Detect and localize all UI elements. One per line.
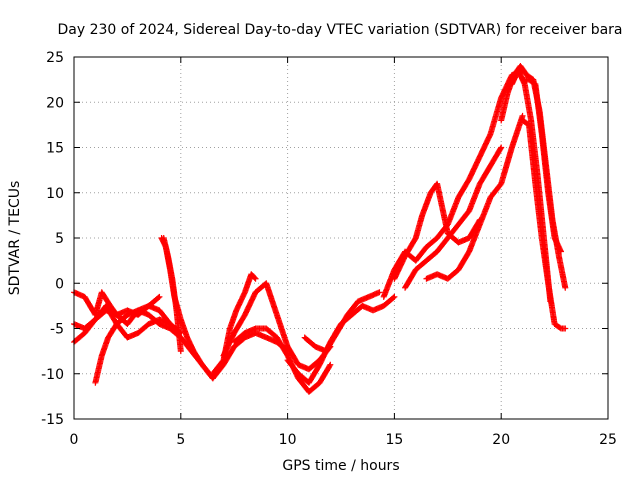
- x-tick-label: 20: [492, 432, 510, 448]
- data-point: [391, 293, 398, 300]
- data-point: [562, 284, 569, 291]
- y-tick-label: 25: [46, 50, 64, 66]
- data-point: [562, 325, 569, 332]
- data-layer: [71, 63, 569, 395]
- data-series-track-7: [209, 271, 259, 377]
- data-series-track-9: [220, 280, 334, 373]
- data-point: [166, 319, 173, 326]
- data-series-track-10: [284, 293, 398, 386]
- x-axis-label: GPS time / hours: [282, 458, 399, 474]
- data-point: [558, 248, 565, 255]
- data-point: [252, 275, 259, 282]
- data-point: [497, 145, 504, 152]
- data-series-track-6: [160, 235, 184, 355]
- x-tick-label: 10: [279, 432, 297, 448]
- x-tick-label: 5: [176, 432, 185, 448]
- data-series-track-1: [71, 307, 216, 382]
- x-tick-label: 0: [70, 432, 79, 448]
- data-point: [498, 144, 505, 151]
- data-series-track-11: [301, 289, 383, 355]
- data-point: [177, 348, 184, 355]
- data-series-track-15: [423, 112, 526, 282]
- data-series-track-13: [391, 180, 483, 282]
- x-tick-label: 25: [599, 432, 617, 448]
- data-point: [376, 289, 383, 296]
- y-tick-label: 20: [46, 95, 64, 111]
- data-point: [251, 274, 258, 281]
- data-point: [326, 362, 333, 369]
- y-tick-label: 15: [46, 141, 64, 157]
- y-tick-label: -5: [50, 322, 64, 338]
- chart-title: Day 230 of 2024, Sidereal Day-to-day VTE…: [57, 22, 622, 38]
- data-series-track-4: [92, 302, 174, 386]
- data-series-track-5: [158, 235, 291, 382]
- ticks: 0 5 10 15 20 25 -15 -10 -5 0 5 10 15 20 25: [41, 50, 617, 448]
- y-tick-label: 10: [46, 186, 64, 202]
- data-series-track-19: [519, 117, 569, 332]
- data-point: [327, 361, 334, 368]
- y-tick-label: 5: [55, 231, 64, 247]
- y-axis-label: SDTVAR / TECUs: [7, 181, 23, 296]
- y-tick-label: -15: [41, 412, 64, 428]
- data-point: [155, 294, 162, 301]
- data-point: [390, 294, 397, 301]
- x-tick-label: 15: [385, 432, 403, 448]
- data-point: [167, 320, 174, 327]
- data-series-track-14: [402, 144, 505, 291]
- y-tick-label: 0: [55, 276, 64, 292]
- data-series-track-17: [519, 76, 565, 255]
- y-tick-label: -10: [41, 367, 64, 383]
- data-point: [156, 293, 163, 300]
